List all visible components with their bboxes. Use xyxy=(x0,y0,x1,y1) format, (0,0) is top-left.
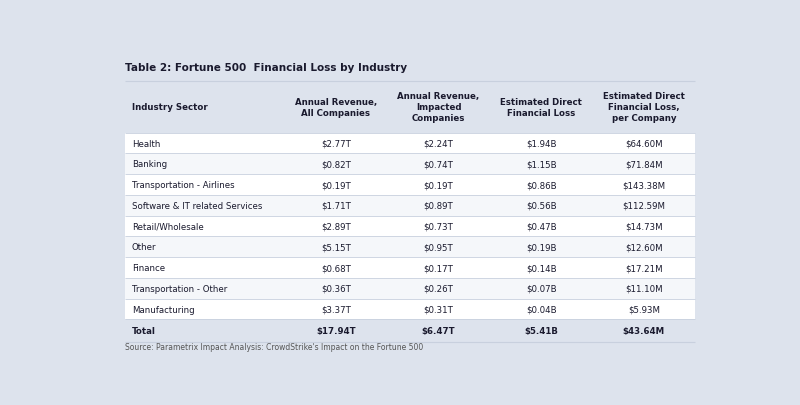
Text: Banking: Banking xyxy=(132,160,166,169)
Bar xyxy=(125,278,695,299)
Text: $2.89T: $2.89T xyxy=(321,222,350,231)
Text: $0.19B: $0.19B xyxy=(526,243,557,252)
Text: Annual Revenue,
Impacted
Companies: Annual Revenue, Impacted Companies xyxy=(398,92,480,123)
Text: $1.94B: $1.94B xyxy=(526,139,557,148)
Text: $14.73M: $14.73M xyxy=(625,222,662,231)
Text: $0.04B: $0.04B xyxy=(526,305,557,314)
Text: Annual Revenue,
All Companies: Annual Revenue, All Companies xyxy=(294,97,377,117)
Text: $0.14B: $0.14B xyxy=(526,263,557,273)
Text: Finance: Finance xyxy=(132,263,165,273)
Text: $112.59M: $112.59M xyxy=(622,201,666,210)
Text: $12.60M: $12.60M xyxy=(625,243,662,252)
Bar xyxy=(125,154,695,175)
Text: Source: Parametrix Impact Analysis: CrowdStrike's Impact on the Fortune 500: Source: Parametrix Impact Analysis: Crow… xyxy=(125,342,423,351)
Text: Other: Other xyxy=(132,243,156,252)
Text: $43.64M: $43.64M xyxy=(623,326,665,335)
Bar xyxy=(125,258,695,278)
Text: $5.15T: $5.15T xyxy=(321,243,350,252)
Bar xyxy=(125,175,695,196)
Text: Estimated Direct
Financial Loss,
per Company: Estimated Direct Financial Loss, per Com… xyxy=(603,92,685,123)
Bar xyxy=(125,237,695,258)
Text: $5.93M: $5.93M xyxy=(628,305,660,314)
Text: $0.89T: $0.89T xyxy=(424,201,454,210)
Bar xyxy=(125,320,695,342)
Text: $1.71T: $1.71T xyxy=(321,201,350,210)
Bar xyxy=(125,299,695,320)
Text: $0.31T: $0.31T xyxy=(423,305,454,314)
Bar xyxy=(125,216,695,237)
Text: $1.15B: $1.15B xyxy=(526,160,557,169)
Text: $0.36T: $0.36T xyxy=(321,284,350,293)
Text: $0.95T: $0.95T xyxy=(424,243,454,252)
Text: $0.68T: $0.68T xyxy=(321,263,350,273)
Text: Table 2: Fortune 500  Financial Loss by Industry: Table 2: Fortune 500 Financial Loss by I… xyxy=(125,63,407,72)
Text: $0.26T: $0.26T xyxy=(423,284,454,293)
Text: $0.19T: $0.19T xyxy=(321,181,350,190)
Bar xyxy=(125,81,695,133)
Text: $0.73T: $0.73T xyxy=(423,222,454,231)
Text: Transportation - Airlines: Transportation - Airlines xyxy=(132,181,234,190)
Text: Health: Health xyxy=(132,139,160,148)
Text: $71.84M: $71.84M xyxy=(625,160,662,169)
Text: $0.74T: $0.74T xyxy=(423,160,454,169)
Text: $64.60M: $64.60M xyxy=(625,139,662,148)
Text: $143.38M: $143.38M xyxy=(622,181,666,190)
Text: Transportation - Other: Transportation - Other xyxy=(132,284,227,293)
Text: $5.41B: $5.41B xyxy=(524,326,558,335)
Bar xyxy=(125,133,695,154)
Bar xyxy=(125,196,695,216)
Text: $0.47B: $0.47B xyxy=(526,222,557,231)
Text: Total: Total xyxy=(132,326,155,335)
Text: $6.47T: $6.47T xyxy=(422,326,455,335)
Text: $17.21M: $17.21M xyxy=(625,263,662,273)
Text: $0.19T: $0.19T xyxy=(424,181,454,190)
Text: $0.82T: $0.82T xyxy=(321,160,350,169)
Text: $11.10M: $11.10M xyxy=(625,284,662,293)
Text: $2.24T: $2.24T xyxy=(423,139,454,148)
Text: $0.86B: $0.86B xyxy=(526,181,557,190)
Text: Industry Sector: Industry Sector xyxy=(132,103,207,112)
Text: $0.07B: $0.07B xyxy=(526,284,557,293)
Text: $17.94T: $17.94T xyxy=(316,326,356,335)
Text: $0.56B: $0.56B xyxy=(526,201,557,210)
Text: Software & IT related Services: Software & IT related Services xyxy=(132,201,262,210)
Text: Estimated Direct
Financial Loss: Estimated Direct Financial Loss xyxy=(500,97,582,117)
Text: Manufacturing: Manufacturing xyxy=(132,305,194,314)
Text: $2.77T: $2.77T xyxy=(321,139,350,148)
Text: $3.37T: $3.37T xyxy=(321,305,350,314)
Text: $0.17T: $0.17T xyxy=(423,263,454,273)
Text: Retail/Wholesale: Retail/Wholesale xyxy=(132,222,203,231)
